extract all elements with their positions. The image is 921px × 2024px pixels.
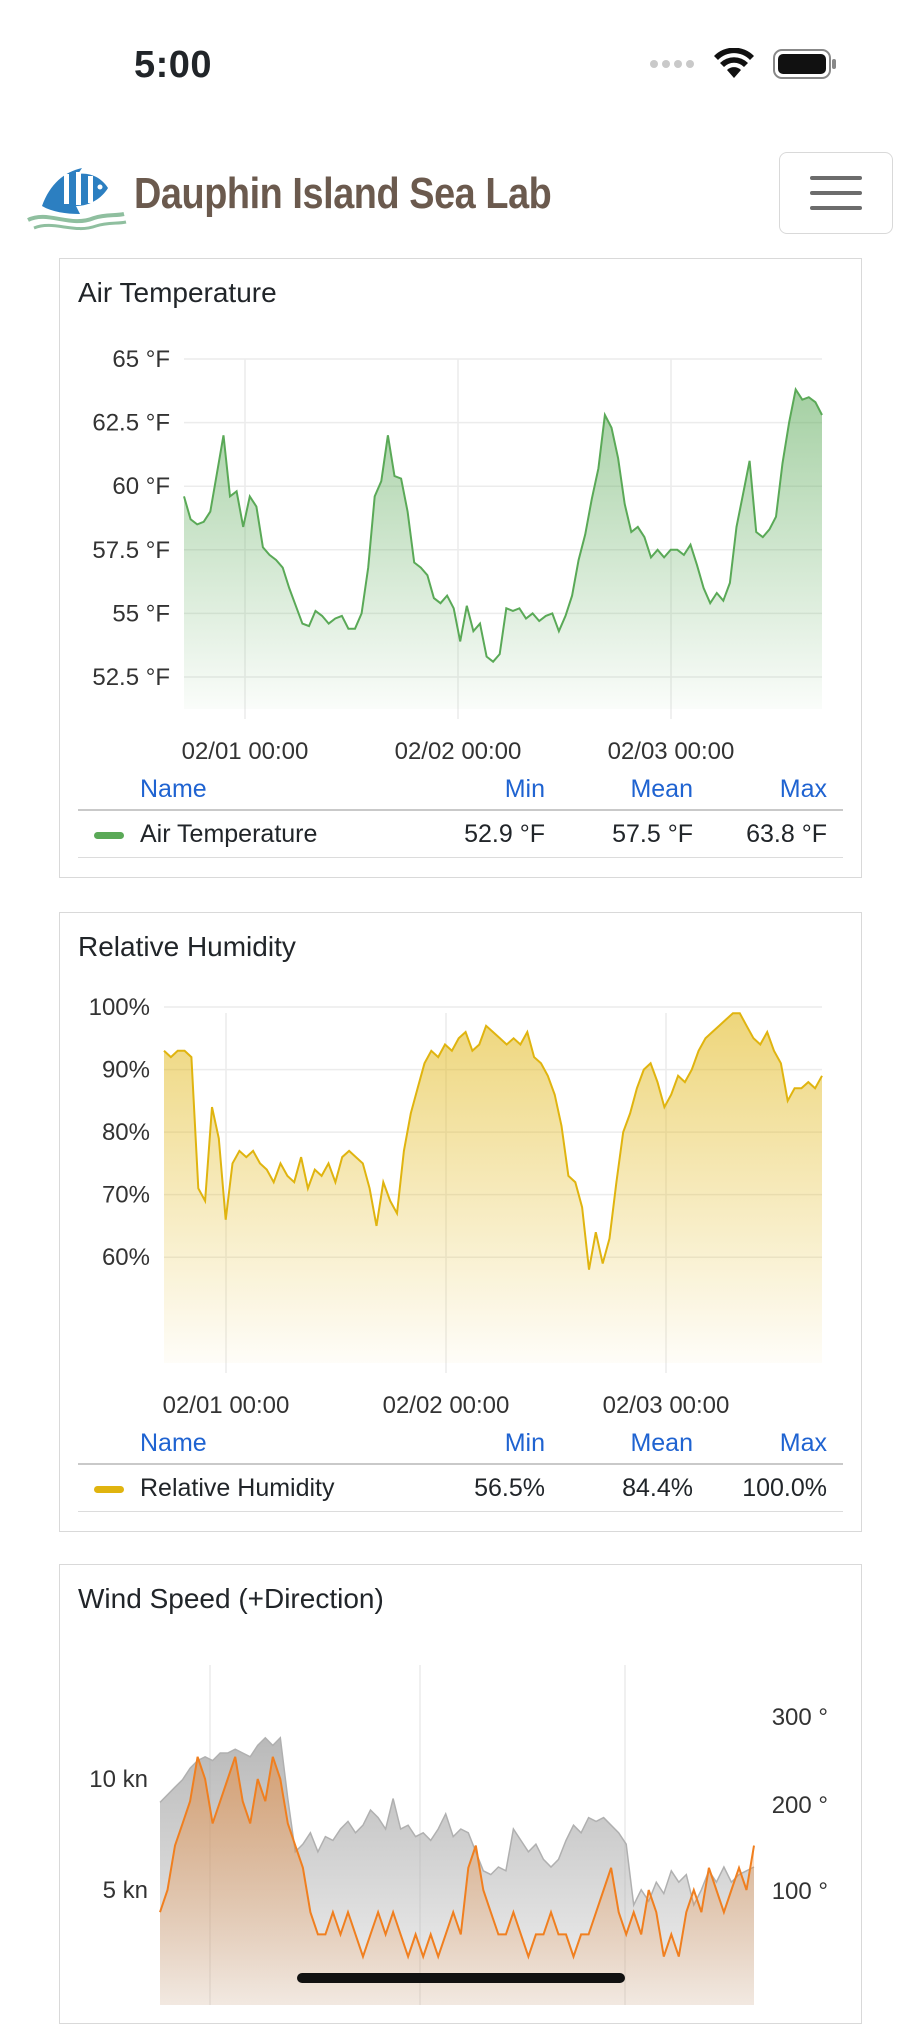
series-line [163,1012,823,1270]
y-tick-label-right: 200 ° [772,1792,828,1819]
card-title: Air Temperature [78,277,277,308]
x-tick-label: 02/02 00:00 [383,1392,510,1419]
angelfish-logo-icon [27,168,127,231]
series-max: 100.0% [742,1474,827,1502]
menu-bar-icon [810,206,862,210]
y-tick-label: 70% [102,1182,150,1209]
air-stats-table: Name Min Mean Max Air Temperature 52.9 °… [78,769,843,858]
x-tick-label: 02/03 00:00 [608,738,735,765]
stats-header-mean[interactable]: Mean [630,1429,693,1457]
series-min: 56.5% [474,1474,545,1502]
y-tick-label: 80% [102,1119,150,1146]
series-swatch [94,1486,124,1493]
y-tick-label: 57.5 °F [92,537,170,564]
wind-speed-chart-svg: 10 kn 5 kn 300 ° 200 ° 100 ° [89,1665,828,2005]
battery-icon [773,49,836,79]
series-mean: 84.4% [622,1474,693,1502]
y-tick-label: 60 °F [112,473,170,500]
y-tick-label: 90% [102,1057,150,1084]
menu-bar-icon [810,191,862,195]
stats-header-min[interactable]: Min [504,1429,545,1457]
y-tick-label-right: 300 ° [772,1704,828,1731]
air-temperature-chart-svg: 65 °F 62.5 °F 60 °F 57.5 °F 55 °F 52.5 °F 02/0… [92,346,823,765]
speed-line [159,1756,755,1960]
y-tick-label-left: 5 kn [103,1877,148,1904]
series-name: Air Temperature [140,820,318,848]
stats-row: Air Temperature 52.9 °F 57.5 °F 63.8 °F [78,809,843,858]
x-tick-label: 02/01 00:00 [163,1392,290,1419]
stats-header-name[interactable]: Name [140,775,207,803]
status-icons [649,48,837,80]
menu-bar-icon [810,176,862,180]
y-tick-label-left: 10 kn [89,1766,148,1793]
series-name: Relative Humidity [140,1474,335,1502]
x-tick-label: 02/03 00:00 [603,1392,730,1419]
card-title: Wind Speed (+Direction) [78,1583,384,1614]
card-title: Relative Humidity [78,931,296,962]
stats-header-name[interactable]: Name [140,1429,207,1457]
y-tick-label: 60% [102,1244,150,1271]
brand-title: Dauphin Island Sea Lab [134,169,552,218]
brand-link[interactable]: Dauphin Island Sea Lab [24,154,619,234]
home-indicator [297,1973,625,1983]
y-tick-label: 52.5 °F [92,664,170,691]
y-tick-label: 55 °F [112,600,170,627]
series-min: 52.9 °F [464,820,545,848]
series-line [183,386,823,664]
navbar: Dauphin Island Sea Lab [0,140,921,250]
humidity-stats-table: Name Min Mean Max Relative Humidity 56.5… [78,1423,843,1512]
series-max: 63.8 °F [746,820,827,848]
speed-area [160,1756,754,2005]
wind-speed-card: Wind Speed (+Direction) 10 kn 5 kn 300 ° 20… [59,1564,862,2024]
signal-dots-icon [650,60,694,68]
stats-header-mean[interactable]: Mean [630,775,693,803]
y-tick-label-right: 100 ° [772,1878,828,1905]
series-area [164,1013,822,1363]
stats-header-max[interactable]: Max [779,1429,827,1457]
x-tick-label: 02/01 00:00 [182,738,309,765]
wifi-icon [714,48,754,78]
series-swatch [94,832,124,839]
stats-header-row: Name Min Mean Max [78,1423,843,1463]
stats-header-min[interactable]: Min [504,775,545,803]
y-tick-label: 65 °F [112,346,170,373]
y-tick-label: 100% [89,994,150,1021]
relative-humidity-card: Relative Humidity 100% 90% 80% 70% 60% 02/01 … [59,912,862,1532]
relative-humidity-chart-svg: 100% 90% 80% 70% 60% 02/01 00:00 02/02 00:00 02… [89,994,823,1419]
status-bar: 5:00 [0,0,921,120]
direction-line [159,1736,755,1908]
stats-header-max[interactable]: Max [779,775,827,803]
stats-row: Relative Humidity 56.5% 84.4% 100.0% [78,1463,843,1512]
y-tick-label: 62.5 °F [92,410,170,437]
status-time: 5:00 [134,44,213,86]
x-tick-label: 02/02 00:00 [395,738,522,765]
hamburger-menu-button[interactable] [779,152,893,234]
series-mean: 57.5 °F [612,820,693,848]
air-temperature-card: Air Temperature 65 °F 62.5 °F 60 °F 57.5 °F… [59,258,862,878]
series-area [184,389,822,709]
stats-header-row: Name Min Mean Max [78,769,843,809]
